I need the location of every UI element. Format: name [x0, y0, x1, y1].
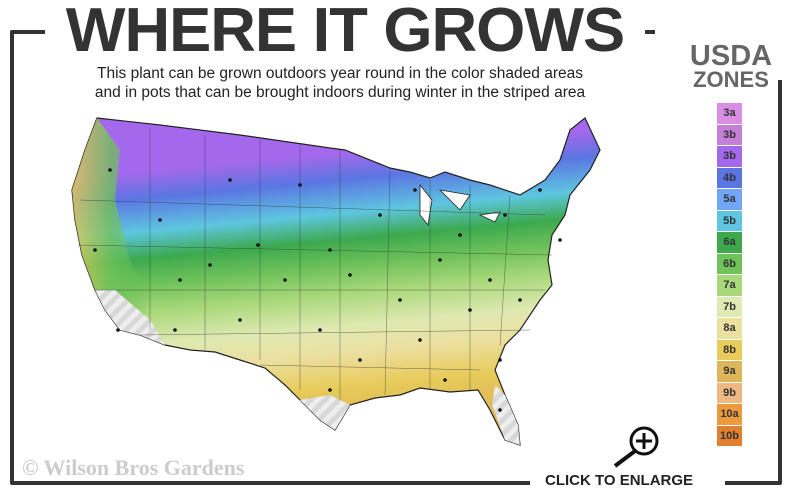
- city-marker: [378, 213, 382, 217]
- subtitle-line-1: This plant can be grown outdoors year ro…: [97, 65, 583, 82]
- legend-gap: [655, 20, 795, 80]
- zone-swatch-3b: 3b: [717, 124, 742, 145]
- great-lakes: [419, 183, 501, 226]
- legend-title-usda: USDA: [689, 40, 773, 72]
- page-title: WHERE IT GROWS: [65, 0, 625, 65]
- city-marker: [178, 278, 182, 282]
- city-marker: [158, 218, 162, 222]
- city-marker: [503, 213, 507, 217]
- city-marker: [358, 358, 362, 362]
- city-marker: [413, 188, 417, 192]
- city-marker: [228, 178, 232, 182]
- city-marker: [298, 183, 302, 187]
- city-marker: [108, 168, 112, 172]
- enlarge-gap: [530, 475, 725, 495]
- striped-area-gulf: [300, 395, 350, 430]
- city-marker: [93, 248, 97, 252]
- city-marker: [458, 233, 462, 237]
- zone-legend: 3a 3b 3b 4b 5a 5b 6a 6b 7a 7b 8a 8b 9a 9b 10a 10b: [717, 103, 742, 447]
- city-marker: [538, 188, 542, 192]
- zone-swatch-7b: 7b: [717, 296, 742, 317]
- city-marker: [488, 278, 492, 282]
- us-outline: [71, 117, 601, 446]
- zone-swatch-9b: 9b: [717, 382, 742, 403]
- title-gap: [45, 20, 645, 40]
- zone-swatch-3a: 3a: [717, 103, 742, 124]
- city-marker: [116, 328, 120, 332]
- zone-swatch-8b: 8b: [717, 339, 742, 360]
- city-marker: [518, 298, 522, 302]
- zone-swatch-8a: 8a: [717, 318, 742, 339]
- west-coast-zone: [72, 118, 150, 335]
- subtitle-line-2: and in pots that can be brought indoors …: [94, 84, 586, 101]
- city-marker: [238, 318, 242, 322]
- city-marker: [498, 358, 502, 362]
- city-marker: [498, 408, 502, 412]
- city-marker: [283, 278, 287, 282]
- state-borders: [77, 128, 553, 400]
- zone-swatch-5a: 5a: [717, 189, 742, 210]
- zone-swatch-6a: 6a: [717, 232, 742, 253]
- zone-swatch-7a: 7a: [717, 275, 742, 296]
- city-marker: [173, 328, 177, 332]
- zone-swatch-6b: 6b: [717, 253, 742, 274]
- zone-swatch-4b: 4b: [717, 167, 742, 188]
- legend-title-zones: ZONES: [693, 67, 769, 92]
- city-marker: [256, 243, 260, 247]
- striped-area-florida: [492, 385, 520, 445]
- copyright-watermark: © Wilson Bros Gardens: [22, 455, 245, 480]
- city-markers: [93, 168, 562, 412]
- zone-swatch-9a: 9a: [717, 361, 742, 382]
- city-marker: [328, 248, 332, 252]
- city-marker: [438, 258, 442, 262]
- city-marker: [318, 328, 322, 332]
- city-marker: [558, 238, 562, 242]
- city-marker: [468, 308, 472, 312]
- city-marker: [418, 338, 422, 342]
- striped-area-southwest: [95, 290, 165, 345]
- zone-swatch-10a: 10a: [717, 404, 742, 425]
- click-to-enlarge-button[interactable]: CLICK TO ENLARGE: [545, 472, 694, 489]
- city-marker: [208, 263, 212, 267]
- zone-swatch-5b: 5b: [717, 210, 742, 231]
- zoom-in-magnifier-icon[interactable]: [610, 424, 664, 468]
- city-marker: [348, 273, 352, 277]
- zone-swatch-3b: 3b: [717, 146, 742, 167]
- city-marker: [443, 378, 447, 382]
- city-marker: [328, 388, 332, 392]
- subtitle: This plant can be grown outdoors year ro…: [40, 64, 640, 102]
- legend-title: USDA ZONES: [676, 40, 786, 92]
- zone-swatch-10b: 10b: [717, 425, 742, 446]
- city-marker: [398, 298, 402, 302]
